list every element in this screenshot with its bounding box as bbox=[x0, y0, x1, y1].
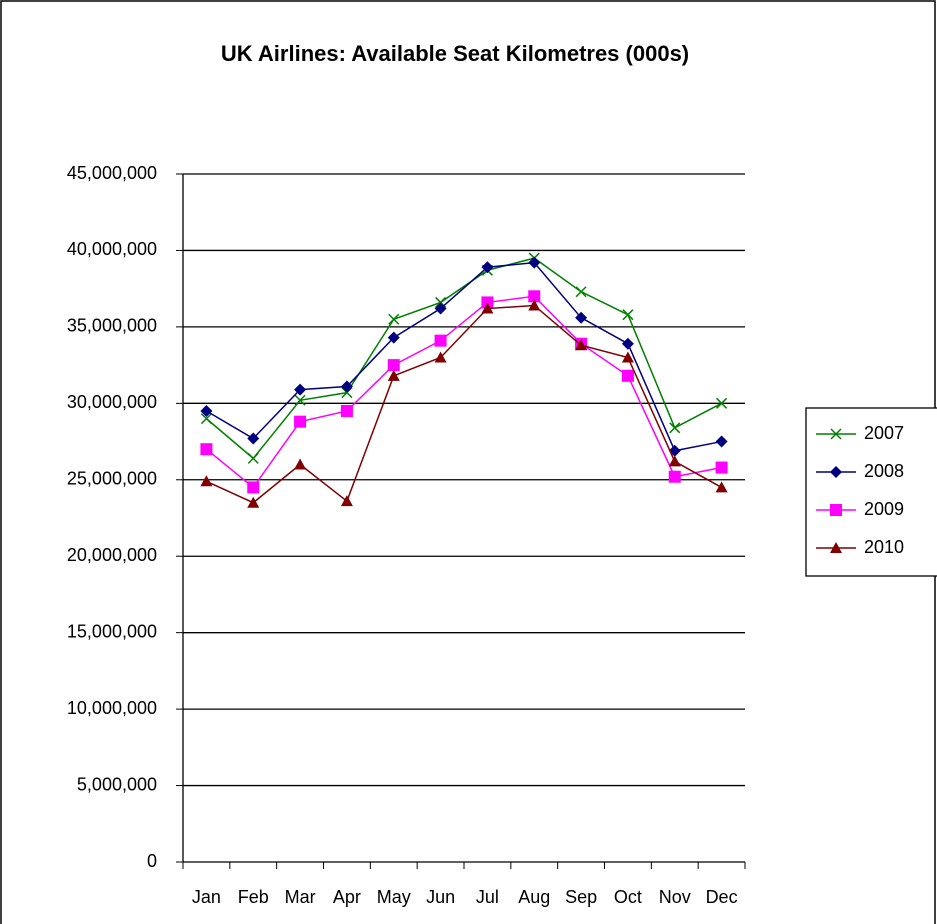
point bbox=[247, 452, 259, 464]
point bbox=[481, 302, 494, 314]
y-tick-label: 15,000,000 bbox=[67, 621, 157, 641]
x-tick-label: Jul bbox=[476, 887, 499, 907]
point bbox=[200, 413, 212, 425]
point bbox=[340, 404, 353, 417]
legend-marker bbox=[830, 504, 842, 516]
point bbox=[247, 481, 260, 494]
point bbox=[668, 470, 681, 483]
point bbox=[575, 339, 588, 351]
point bbox=[200, 404, 213, 417]
point bbox=[387, 359, 400, 372]
point bbox=[388, 313, 400, 325]
point bbox=[715, 461, 728, 474]
point bbox=[434, 351, 447, 363]
y-tick-label: 0 bbox=[147, 851, 157, 871]
x-tick-label: Feb bbox=[238, 887, 269, 907]
x-tick-label: Jan bbox=[192, 887, 221, 907]
x-tick-label: Apr bbox=[333, 887, 361, 907]
y-tick-label: 45,000,000 bbox=[67, 163, 157, 183]
series-line bbox=[206, 261, 722, 452]
legend-marker bbox=[830, 466, 842, 478]
point bbox=[387, 331, 400, 344]
point bbox=[340, 495, 353, 507]
x-tick-label: Aug bbox=[518, 887, 550, 907]
point bbox=[528, 299, 541, 311]
point bbox=[669, 422, 681, 434]
y-tick-label: 35,000,000 bbox=[67, 316, 157, 336]
point bbox=[341, 387, 353, 399]
x-tick-label: May bbox=[377, 887, 411, 907]
series-line bbox=[205, 295, 722, 489]
point bbox=[247, 496, 260, 508]
point bbox=[621, 369, 634, 382]
point bbox=[247, 432, 260, 445]
x-tick-label: Jun bbox=[426, 887, 455, 907]
series-line bbox=[205, 257, 722, 460]
point bbox=[340, 380, 353, 393]
point bbox=[434, 302, 447, 315]
x-tick-label: Nov bbox=[659, 887, 691, 907]
legend-marker bbox=[830, 542, 842, 553]
y-tick-label: 40,000,000 bbox=[67, 239, 157, 259]
point bbox=[294, 383, 307, 396]
legend-marker bbox=[830, 428, 842, 440]
point bbox=[200, 443, 213, 456]
y-tick-label: 25,000,000 bbox=[67, 469, 157, 489]
point bbox=[715, 435, 728, 448]
y-tick-label: 5,000,000 bbox=[77, 774, 157, 794]
legend-label: 2010 bbox=[864, 537, 904, 557]
point bbox=[481, 261, 494, 274]
point bbox=[528, 290, 541, 303]
chart-title: UK Airlines: Available Seat Kilometres (… bbox=[221, 41, 689, 66]
y-tick-label: 10,000,000 bbox=[67, 698, 157, 718]
point bbox=[716, 397, 728, 409]
point bbox=[621, 351, 634, 363]
x-tick-label: Oct bbox=[614, 887, 642, 907]
point bbox=[668, 455, 681, 467]
x-tick-label: Dec bbox=[706, 887, 738, 907]
point bbox=[575, 286, 587, 298]
point bbox=[294, 394, 306, 406]
point bbox=[387, 369, 400, 381]
point bbox=[481, 296, 494, 309]
legend-label: 2008 bbox=[864, 461, 904, 481]
x-tick-label: Mar bbox=[285, 887, 316, 907]
point bbox=[622, 309, 634, 321]
point bbox=[575, 311, 588, 324]
x-tick-label: Sep bbox=[565, 887, 597, 907]
point bbox=[294, 458, 307, 470]
series-line bbox=[206, 304, 722, 504]
point bbox=[434, 334, 447, 347]
point bbox=[621, 337, 634, 350]
point bbox=[715, 481, 728, 493]
y-tick-label: 30,000,000 bbox=[67, 392, 157, 412]
legend-label: 2009 bbox=[864, 499, 904, 519]
point bbox=[528, 256, 541, 269]
legend-label: 2007 bbox=[864, 423, 904, 443]
y-tick-label: 20,000,000 bbox=[67, 545, 157, 565]
point bbox=[294, 415, 307, 428]
point bbox=[200, 475, 213, 487]
